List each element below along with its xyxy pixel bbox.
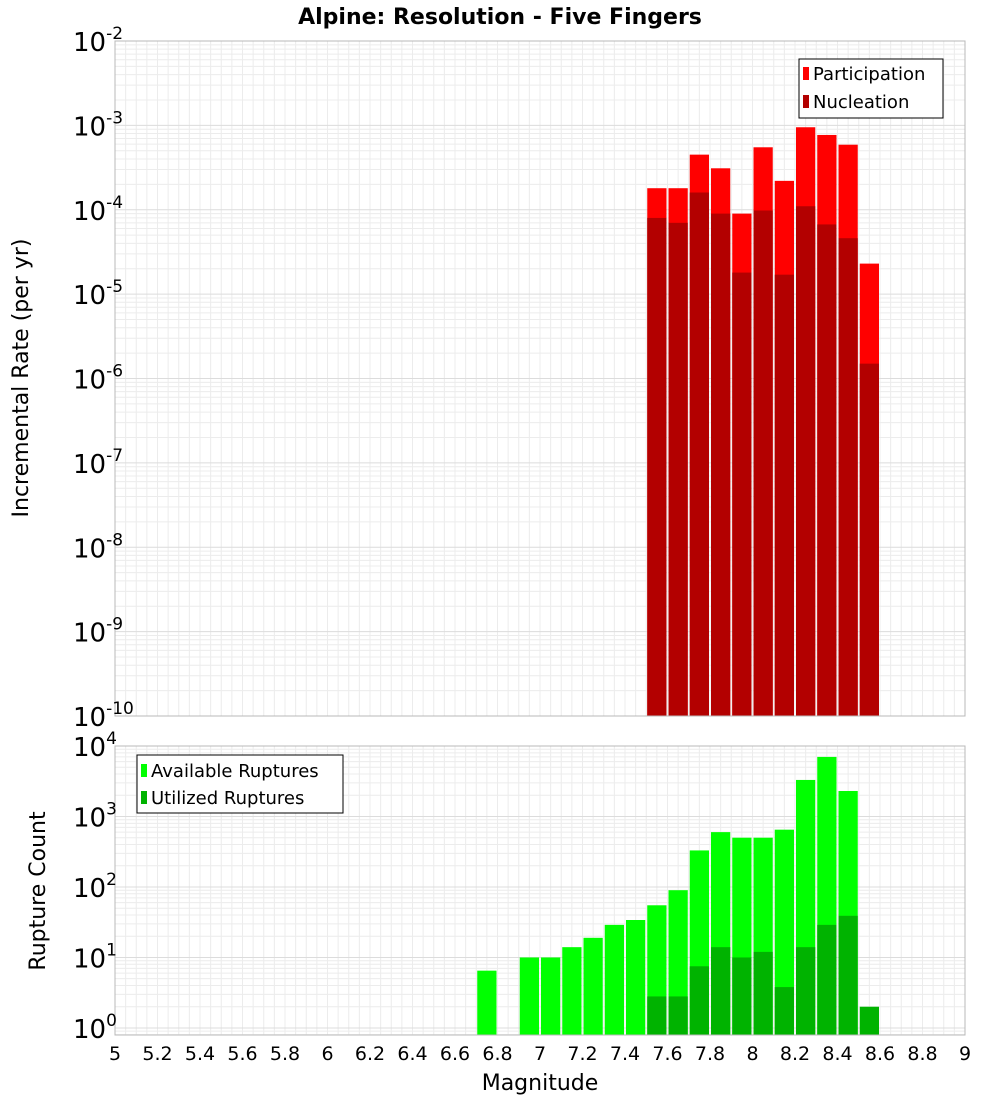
rate-plot-y-axis-label: Incremental Rate (per yr) — [9, 239, 34, 518]
chart-title: Alpine: Resolution - Five Fingers — [298, 5, 702, 30]
nucleation-bar — [647, 217, 667, 716]
nucleation-bar — [711, 213, 731, 717]
rupture-plot-legend: Available Ruptures Utilized Ruptures — [136, 754, 344, 814]
rate-plot-y-tick-label: 10-6 — [73, 362, 123, 396]
utilized-ruptures-bar — [774, 987, 794, 1035]
legend-label-nucleation: Nucleation — [813, 92, 909, 113]
rupture-plot-y-tick-label: 103 — [73, 799, 117, 833]
nucleation-bar — [753, 210, 773, 716]
x-tick-label: 5.8 — [270, 1043, 300, 1065]
x-tick-label: 7.2 — [567, 1043, 597, 1065]
nucleation-bar — [732, 272, 752, 716]
available-ruptures-bar — [774, 829, 794, 1035]
x-tick-label: 6.6 — [440, 1043, 470, 1065]
rate-plot-frame — [114, 40, 966, 717]
rupture-plot-grid — [114, 746, 966, 1036]
x-tick-label: 5.6 — [227, 1043, 257, 1065]
legend-label-available-ruptures: Available Ruptures — [151, 761, 319, 782]
nucleation-bar — [668, 222, 688, 716]
utilized-ruptures-bar — [668, 996, 688, 1035]
utilized-ruptures-bar — [647, 996, 667, 1035]
utilized-ruptures-bar — [753, 951, 773, 1035]
x-axis-label: Magnitude — [482, 1071, 599, 1096]
x-tick-label: 7.6 — [652, 1043, 682, 1065]
x-tick-label: 8.2 — [780, 1043, 810, 1065]
rupture-plot-y-ticks: 100 101 102 103 104 — [73, 729, 117, 1045]
rupture-plot-frame — [114, 745, 966, 1036]
rate-plot-y-tick-label: 10-3 — [73, 108, 123, 142]
rate-plot: 10-10 10-9 10-8 10-7 10-6 10-5 10-4 10-3 10-2 In… — [9, 24, 966, 733]
available-ruptures-bar — [477, 970, 497, 1035]
utilized-ruptures-bar — [732, 957, 752, 1035]
nucleation-bar — [796, 206, 816, 716]
legend-swatch-participation — [803, 67, 809, 80]
rate-plot-legend: Participation Nucleation — [798, 58, 944, 119]
rupture-plot-x-ticks: 5 5.2 5.4 5.6 5.8 6 6.2 6.4 6.6 6.8 7 7.2 7.4 7.6 7.8 8… — [109, 1043, 971, 1065]
available-ruptures-bar — [562, 947, 582, 1035]
legend-label-participation: Participation — [813, 64, 925, 85]
rate-plot-y-tick-label: 10-9 — [73, 615, 123, 649]
rate-plot-y-tick-label: 10-5 — [73, 277, 123, 311]
x-tick-label: 8.6 — [865, 1043, 895, 1065]
rate-plot-bars — [647, 127, 879, 717]
x-tick-label: 9 — [959, 1043, 971, 1065]
rupture-plot-y-tick-label: 100 — [73, 1011, 117, 1045]
x-tick-label: 5 — [109, 1043, 121, 1065]
x-tick-label: 7.8 — [695, 1043, 725, 1065]
x-tick-label: 6 — [321, 1043, 333, 1065]
x-tick-label: 5.4 — [185, 1043, 215, 1065]
rate-plot-y-tick-label: 10-8 — [73, 530, 123, 564]
rupture-plot-y-tick-label: 102 — [73, 870, 117, 904]
utilized-ruptures-bar — [689, 966, 709, 1035]
available-ruptures-bar — [604, 924, 624, 1035]
x-tick-label: 6.8 — [482, 1043, 512, 1065]
rupture-plot-y-tick-label: 101 — [73, 940, 117, 974]
x-tick-label: 7.4 — [610, 1043, 640, 1065]
legend-box — [136, 754, 344, 814]
legend-swatch-nucleation — [803, 95, 809, 108]
x-tick-label: 8.4 — [822, 1043, 852, 1065]
utilized-ruptures-bar — [859, 1006, 879, 1035]
x-tick-label: 5.2 — [142, 1043, 172, 1065]
available-ruptures-bar — [519, 957, 539, 1035]
x-tick-label: 8.8 — [907, 1043, 937, 1065]
nucleation-bar — [859, 363, 879, 716]
nucleation-bar — [838, 238, 858, 716]
legend-box — [798, 58, 944, 119]
x-tick-label: 8 — [746, 1043, 758, 1065]
rate-plot-y-ticks: 10-10 10-9 10-8 10-7 10-6 10-5 10-4 10-3 10-2 — [73, 24, 134, 733]
x-tick-label: 6.2 — [355, 1043, 385, 1065]
utilized-ruptures-bar — [817, 924, 837, 1035]
nucleation-bar — [817, 224, 837, 717]
rate-plot-grid — [114, 41, 966, 717]
available-ruptures-bar — [583, 937, 603, 1035]
rate-plot-y-tick-label: 10-4 — [73, 193, 123, 227]
rate-plot-y-tick-label: 10-10 — [73, 699, 134, 733]
rupture-plot-bars — [477, 756, 879, 1035]
legend-swatch-utilized-ruptures — [141, 791, 147, 804]
utilized-ruptures-bar — [796, 947, 816, 1035]
utilized-ruptures-bar — [711, 947, 731, 1035]
rate-plot-y-tick-label: 10-7 — [73, 446, 123, 480]
rupture-count-plot: 100 101 102 103 104 5 5.2 5.4 5.6 5.8 6 6.2 6.4 6.6 6… — [26, 729, 971, 1096]
legend-label-utilized-ruptures: Utilized Ruptures — [151, 788, 304, 809]
nucleation-bar — [774, 274, 794, 716]
available-ruptures-bar — [626, 920, 646, 1035]
legend-swatch-available-ruptures — [141, 764, 147, 777]
utilized-ruptures-bar — [838, 915, 858, 1035]
nucleation-bar — [689, 192, 709, 717]
rate-plot-y-tick-label: 10-2 — [73, 24, 123, 58]
x-tick-label: 6.4 — [397, 1043, 427, 1065]
available-ruptures-bar — [541, 957, 561, 1035]
rupture-plot-y-axis-label: Rupture Count — [26, 811, 51, 971]
rupture-plot-y-tick-label: 104 — [73, 729, 117, 763]
x-tick-label: 7 — [534, 1043, 546, 1065]
